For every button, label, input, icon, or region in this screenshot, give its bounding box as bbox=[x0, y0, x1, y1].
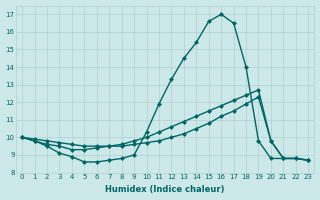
X-axis label: Humidex (Indice chaleur): Humidex (Indice chaleur) bbox=[106, 185, 225, 194]
